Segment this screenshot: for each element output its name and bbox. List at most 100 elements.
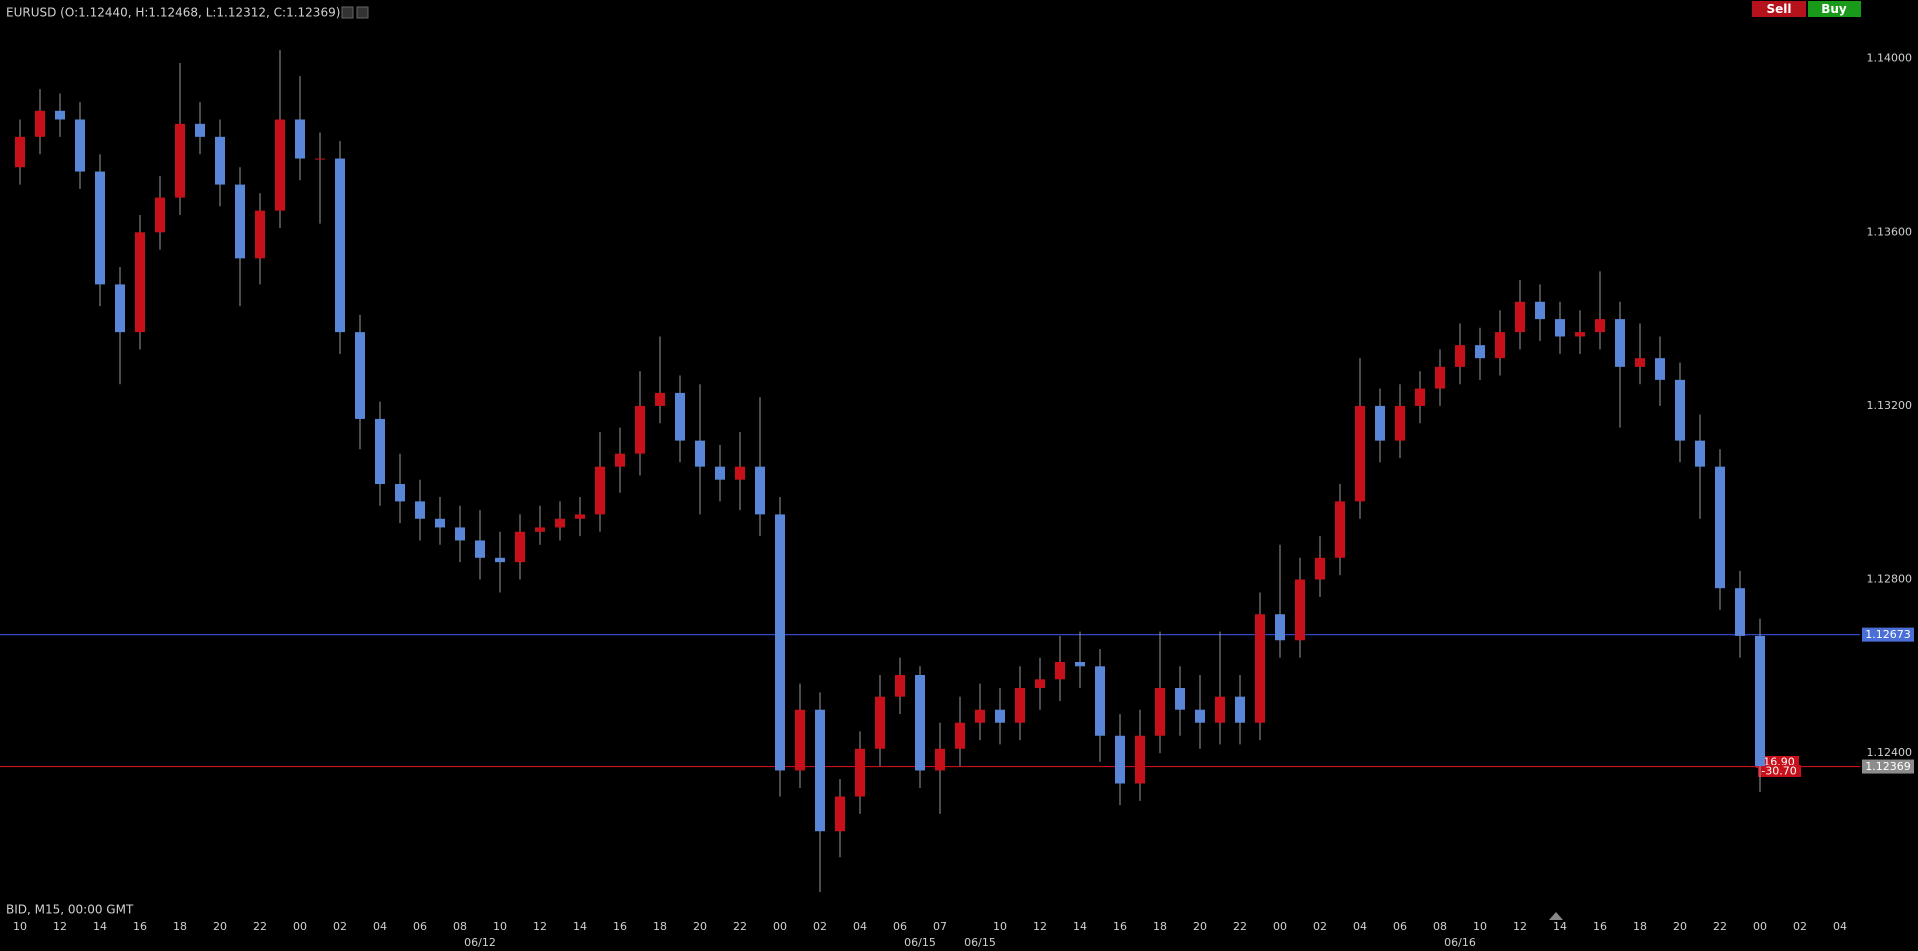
date-label: 06/16 xyxy=(1444,936,1476,949)
candle-body xyxy=(55,110,65,120)
candle-body xyxy=(15,136,25,168)
x-tick-label: 16 xyxy=(133,920,147,933)
candle-body xyxy=(1755,635,1765,767)
candle-body xyxy=(1015,688,1025,723)
candle-body xyxy=(515,531,525,563)
candle-body xyxy=(1235,696,1245,723)
footer-label: BID, M15, 00:00 GMT xyxy=(6,903,134,917)
config-icon[interactable] xyxy=(356,6,369,19)
candle-body xyxy=(955,722,965,749)
date-label: 06/15 xyxy=(964,936,996,949)
candle-body xyxy=(795,709,805,771)
candle-body xyxy=(855,748,865,797)
candle-body xyxy=(1275,614,1285,641)
order-label: -30.70 xyxy=(1761,765,1796,778)
candle-body xyxy=(1375,405,1385,441)
x-tick-label: 14 xyxy=(573,920,587,933)
price-label-bg xyxy=(1862,759,1914,774)
candle-body xyxy=(315,158,325,160)
settings-icon[interactable] xyxy=(341,6,354,19)
y-tick-label: 1.12800 xyxy=(1867,573,1913,586)
candle-body xyxy=(1635,358,1645,367)
candle-body xyxy=(1535,301,1545,320)
x-tick-label: 00 xyxy=(1273,920,1287,933)
x-tick-label: 20 xyxy=(1193,920,1207,933)
candle-body xyxy=(1135,735,1145,784)
sell-label: Sell xyxy=(1766,2,1791,16)
x-tick-label: 08 xyxy=(1433,920,1447,933)
candle-body xyxy=(595,466,605,515)
candle-body xyxy=(1115,735,1125,784)
candle-body xyxy=(575,514,585,519)
x-tick-label: 20 xyxy=(213,920,227,933)
candle-body xyxy=(915,674,925,771)
candle-body xyxy=(935,748,945,771)
x-tick-label: 07 xyxy=(933,920,947,933)
price-label-bg xyxy=(1862,627,1914,642)
x-tick-label: 06 xyxy=(413,920,427,933)
x-tick-label: 02 xyxy=(333,920,347,933)
candle-body xyxy=(255,210,265,259)
x-tick-label: 12 xyxy=(1033,920,1047,933)
candle-body xyxy=(1515,301,1525,333)
x-tick-label: 00 xyxy=(773,920,787,933)
candle-body xyxy=(675,392,685,441)
y-tick-label: 1.13600 xyxy=(1867,225,1913,238)
candle-body xyxy=(95,171,105,285)
candle-body xyxy=(135,232,145,333)
sell-button[interactable] xyxy=(1752,1,1806,17)
x-tick-label: 10 xyxy=(493,920,507,933)
candle-body xyxy=(1075,661,1085,667)
x-tick-label: 10 xyxy=(13,920,27,933)
candle-body xyxy=(1035,679,1045,689)
candle-body xyxy=(1615,319,1625,367)
candle-body xyxy=(295,119,305,159)
candle-body xyxy=(775,514,785,771)
candle-body xyxy=(1455,345,1465,367)
candle-body xyxy=(1295,579,1305,641)
x-tick-label: 00 xyxy=(1753,920,1767,933)
candle-body xyxy=(1475,345,1485,359)
x-tick-label: 16 xyxy=(1113,920,1127,933)
candle-body xyxy=(1335,501,1345,558)
candle-body xyxy=(335,158,345,333)
x-tick-label: 06 xyxy=(1393,920,1407,933)
date-label: 06/12 xyxy=(464,936,496,949)
candle-body xyxy=(875,696,885,749)
x-tick-label: 02 xyxy=(1313,920,1327,933)
y-tick-label: 1.13200 xyxy=(1867,399,1913,412)
candle-body xyxy=(415,501,425,519)
candle-body xyxy=(1175,688,1185,710)
candle-body xyxy=(1195,709,1205,723)
candle-body xyxy=(1555,319,1565,337)
candle-body xyxy=(115,284,125,333)
order-label-bg xyxy=(1758,765,1801,777)
x-tick-label: 00 xyxy=(293,920,307,933)
candle-body xyxy=(735,466,745,480)
x-tick-label: 18 xyxy=(653,920,667,933)
candle-body xyxy=(195,123,205,137)
price-label: 1.12369 xyxy=(1865,760,1911,773)
x-tick-label: 20 xyxy=(1673,920,1687,933)
x-tick-label: 22 xyxy=(1233,920,1247,933)
candle-body xyxy=(1155,688,1165,736)
candle-body xyxy=(175,123,185,198)
chart-title: EURUSD (O:1.12440, H:1.12468, L:1.12312,… xyxy=(6,6,340,20)
x-tick-label: 12 xyxy=(533,920,547,933)
candle-body xyxy=(35,110,45,137)
buy-button[interactable] xyxy=(1808,1,1861,17)
price-label: 1.12673 xyxy=(1865,628,1911,641)
candle-body xyxy=(815,709,825,832)
x-tick-label: 04 xyxy=(373,920,387,933)
x-tick-label: 22 xyxy=(733,920,747,933)
candle-body xyxy=(1395,405,1405,441)
candle-body xyxy=(1735,588,1745,636)
x-tick-label: 12 xyxy=(53,920,67,933)
candle-body xyxy=(355,332,365,419)
candle-body xyxy=(1215,696,1225,723)
y-tick-label: 1.12400 xyxy=(1867,746,1913,759)
time-marker[interactable] xyxy=(1549,912,1563,920)
candle-body xyxy=(455,527,465,541)
candle-body xyxy=(1435,366,1445,389)
